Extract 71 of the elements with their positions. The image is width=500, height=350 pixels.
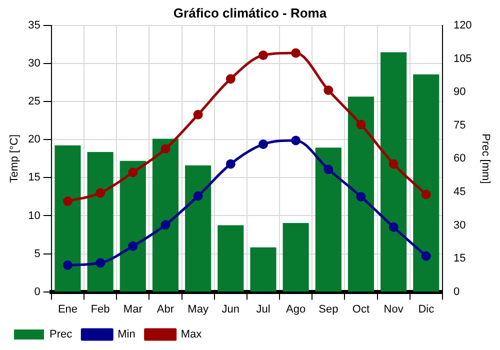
y-axis-title: Temp [°C] (8, 134, 21, 183)
y2-tick-label: 15 (453, 252, 466, 265)
bar (152, 138, 179, 292)
y2-axis-title: Prec [mm] (479, 134, 492, 184)
y2-tick-label: 75 (453, 119, 466, 132)
y2-tick-label: 0 (453, 286, 460, 298)
x-tick-label: Jun (222, 303, 240, 316)
bar (413, 74, 440, 292)
y-tick-label: 0 (34, 286, 40, 298)
bar (348, 96, 374, 292)
bar (282, 223, 309, 292)
point (226, 74, 236, 84)
point (96, 188, 106, 198)
bar (120, 160, 146, 292)
point (421, 190, 431, 200)
y-tick-label: 10 (28, 210, 40, 222)
y-tick-label: 25 (28, 96, 40, 108)
x-tick-label: Sep (318, 303, 338, 316)
x-tick-label: Abr (156, 303, 174, 316)
point (258, 50, 268, 60)
y-tick-label: 30 (28, 58, 40, 70)
point (356, 192, 366, 202)
point (356, 120, 366, 130)
point (128, 241, 138, 251)
y-tick-label: 20 (28, 134, 40, 146)
point (96, 258, 106, 268)
x-tick-label: Oct (352, 303, 370, 316)
point (62, 196, 72, 206)
point (226, 159, 236, 169)
x-tick-label: Jul (256, 303, 270, 316)
point (291, 136, 301, 146)
point (388, 222, 398, 232)
point (193, 110, 203, 120)
y2-tick-label: 105 (453, 52, 472, 65)
point (421, 251, 431, 261)
x-tick-label: Mar (123, 303, 143, 316)
point (160, 220, 170, 230)
y2-tick-label: 60 (453, 152, 466, 165)
y2-tick-label: 90 (453, 86, 466, 98)
x-tick-label: Ago (286, 303, 306, 316)
point (291, 48, 301, 58)
y-tick-label: 5 (34, 248, 40, 260)
legend-label: Prec (50, 328, 73, 341)
bar (87, 152, 114, 292)
bar (218, 225, 244, 292)
y-tick-label: 15 (28, 172, 40, 184)
point (324, 164, 334, 174)
point (193, 191, 203, 201)
y-tick-label: 35 (28, 20, 40, 32)
x-tick-label: May (188, 303, 209, 316)
bar (54, 145, 81, 292)
x-tick-label: Ene (58, 303, 78, 316)
point (62, 260, 72, 270)
point (388, 159, 398, 169)
bar (185, 165, 212, 292)
y2-tick-label: 120 (453, 20, 472, 32)
x-tick-label: Feb (90, 303, 110, 316)
bar (250, 247, 276, 292)
legend-label: Min (118, 328, 136, 341)
y2-tick-label: 45 (453, 186, 466, 198)
point (258, 140, 268, 149)
chart-title: Gráfico climático - Roma (173, 5, 328, 20)
bar (380, 52, 407, 292)
x-tick-label: Dic (418, 303, 435, 316)
bar (315, 148, 342, 292)
point (160, 144, 170, 154)
legend-label: Max (180, 328, 202, 341)
x-tick-label: Nov (384, 303, 404, 316)
point (128, 168, 138, 178)
y2-tick-label: 30 (453, 219, 466, 232)
point (324, 86, 334, 95)
